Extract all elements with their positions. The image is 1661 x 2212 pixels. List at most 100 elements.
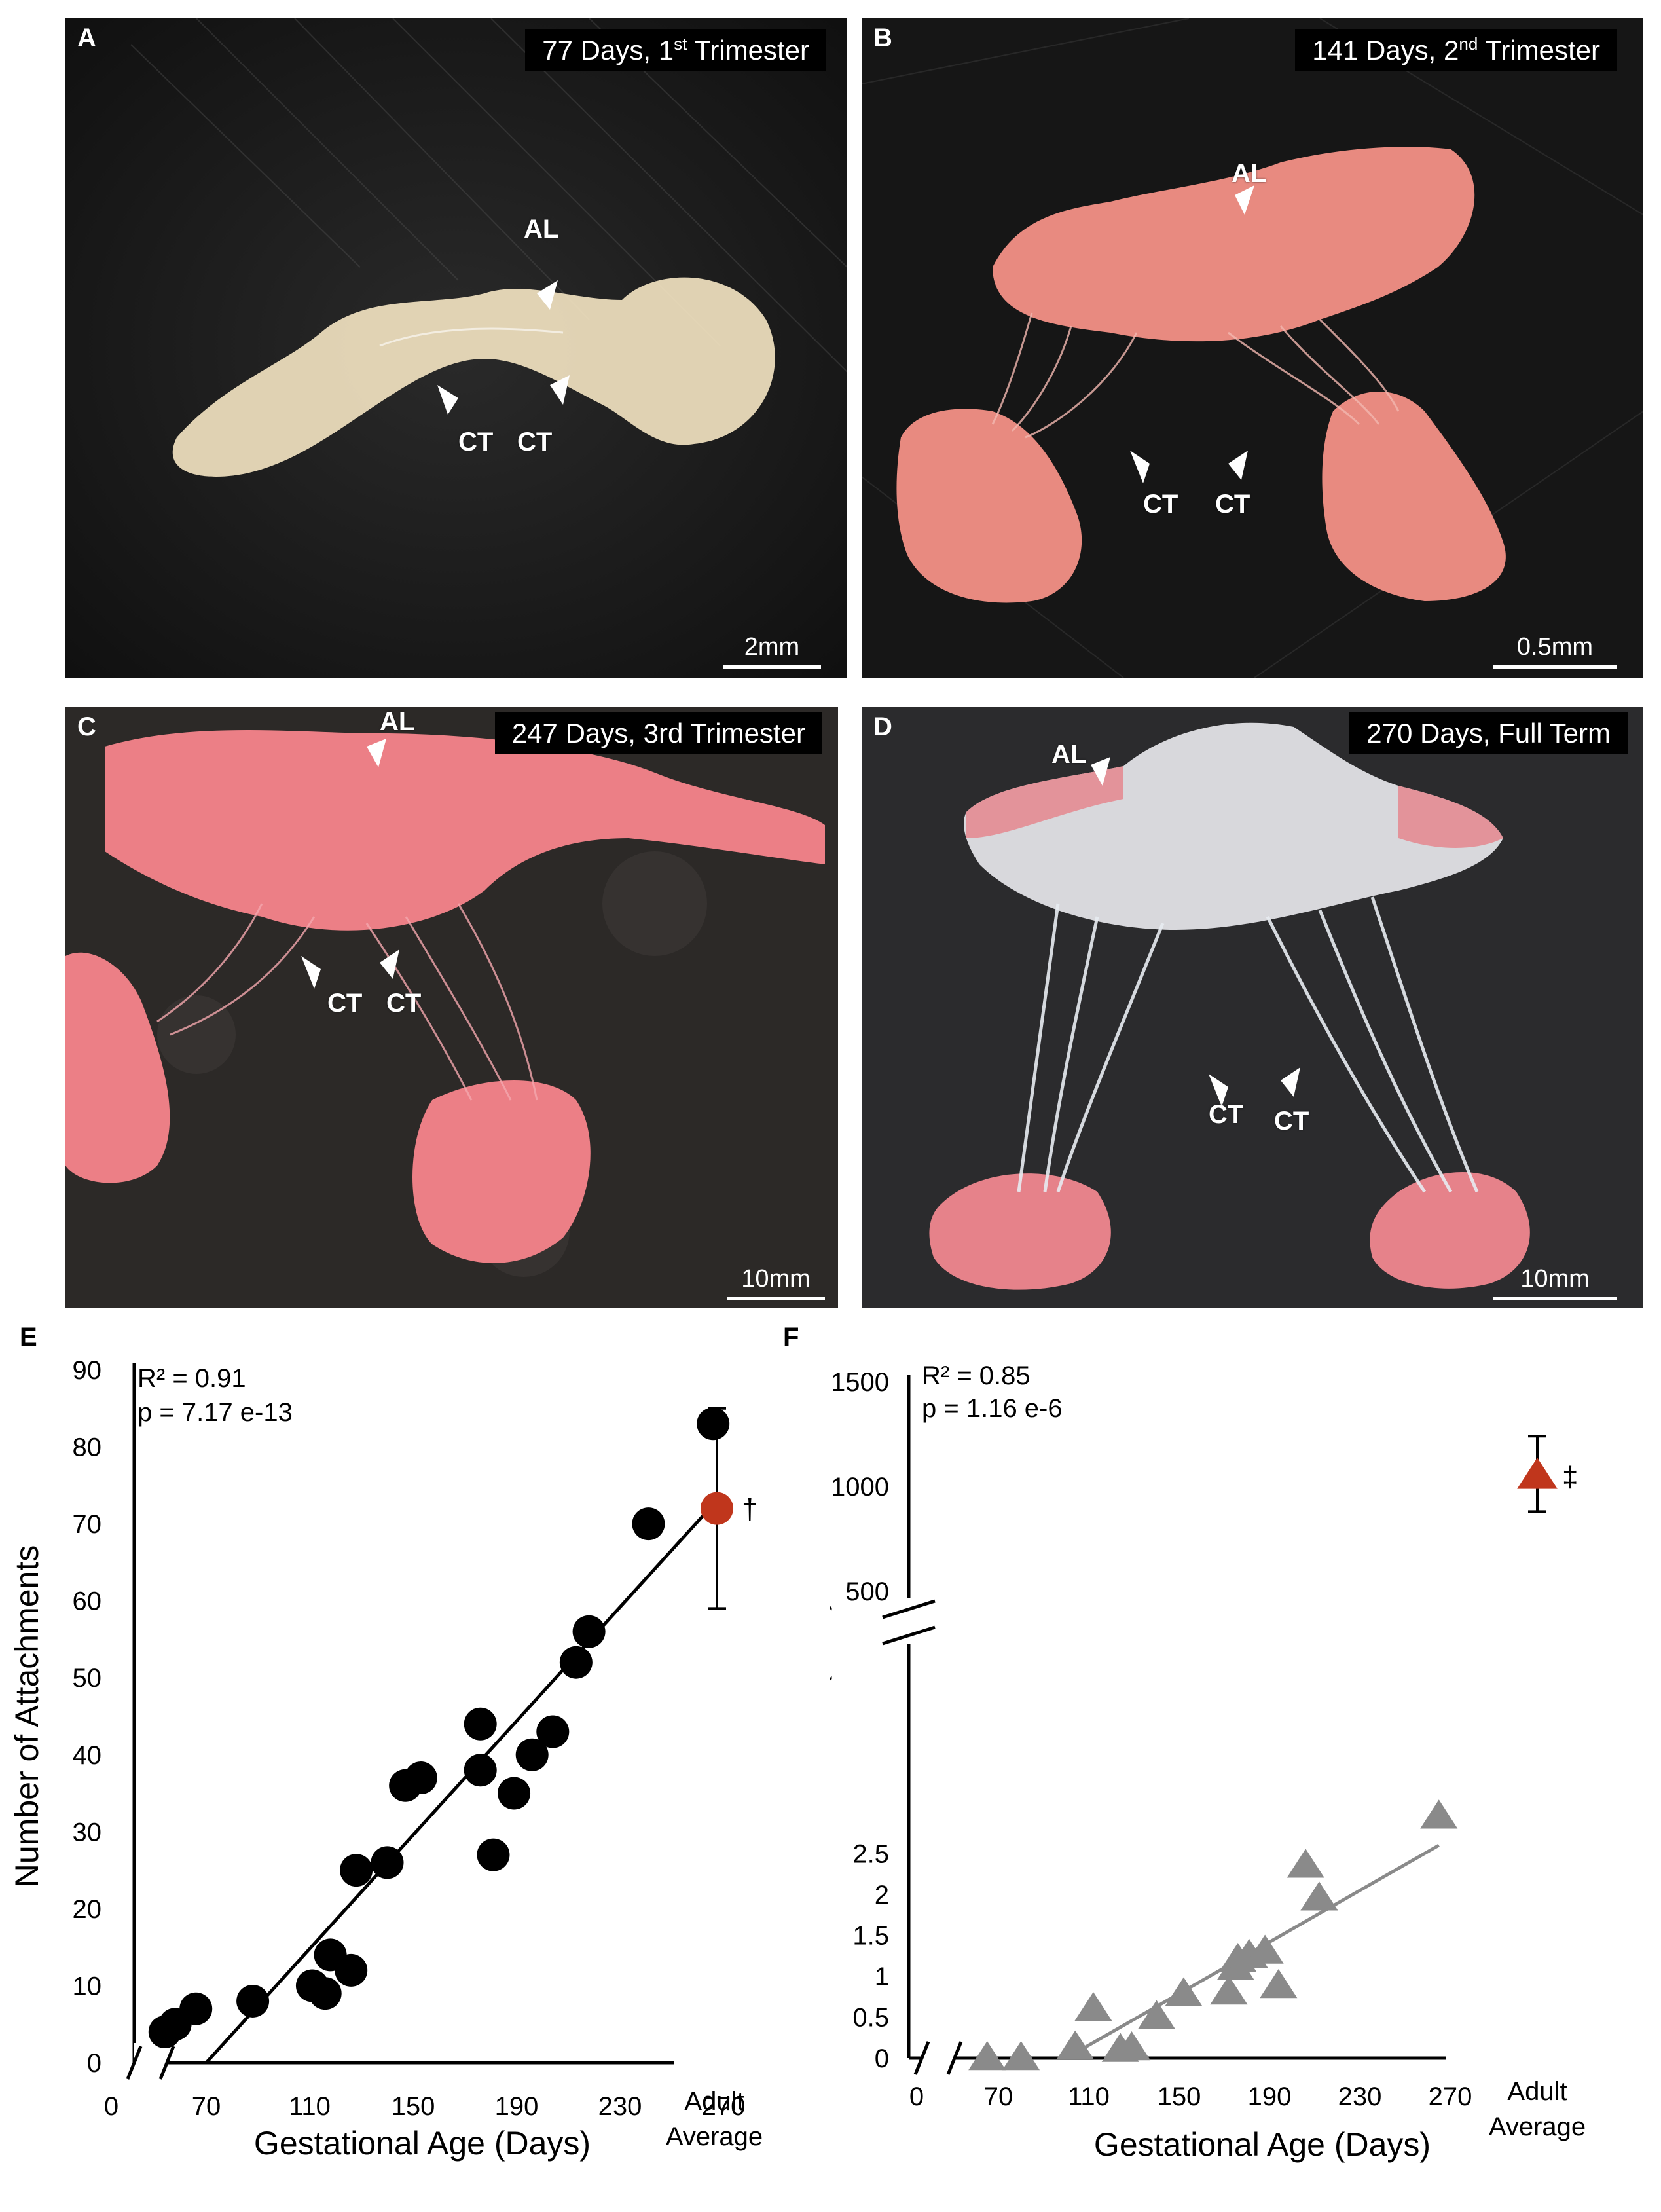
data-point [1137, 2000, 1176, 2029]
data-point [1165, 1977, 1203, 2006]
panel-c-al-label: AL [380, 707, 415, 736]
panel-a-specimen [65, 18, 847, 678]
panel-d-scale-label: 10mm [1520, 1265, 1590, 1293]
adult-label-line2: Average [1489, 2112, 1586, 2141]
y-tick-label: 0.5 [852, 2004, 889, 2033]
panel-a-ct-label-1: CT [458, 428, 494, 456]
panel-c-al-arrowhead [367, 739, 386, 767]
panel-c-title: 247 Days, 3rd Trimester [494, 712, 822, 754]
panel-d-letter: D [873, 712, 892, 741]
panel-a-title: 77 Days, 1st Trimester [525, 29, 826, 71]
x-axis-break-mark [946, 2041, 963, 2075]
panel-d-al-arrowhead [1091, 757, 1110, 786]
panel-b-al-label: AL [1232, 159, 1267, 188]
trend-line [205, 1503, 715, 2064]
y-tick-label: 60 [73, 1587, 102, 1616]
x-tick-label: 70 [984, 2082, 1013, 2111]
data-point [572, 1615, 606, 1648]
x-tick-label: 0 [104, 2092, 119, 2121]
x-axis-break-mark [158, 2046, 175, 2080]
y-tick-label: 80 [73, 1433, 102, 1462]
panel-b-title-sup: nd [1459, 34, 1478, 54]
panel-a-ct-arrowhead-2 [550, 375, 570, 405]
panel-c-papillary-left [65, 952, 170, 1183]
panel-a-ct-arrowhead-1 [437, 385, 458, 415]
panel-b-title-tail: Trimester [1478, 35, 1600, 65]
data-point [1210, 1976, 1248, 2005]
x-tick-label: 190 [495, 2092, 539, 2121]
data-point [371, 1846, 404, 1879]
panel-a-scale-label: 2mm [744, 633, 800, 661]
x-tick-label: 270 [1429, 2082, 1472, 2111]
adult-label-line1: Adult [684, 2087, 744, 2116]
panel-b-title: 141 Days, 2nd Trimester [1295, 29, 1617, 71]
panel-a-letter: A [77, 24, 96, 52]
panel-c-scale-label: 10mm [741, 1265, 811, 1293]
panel-c-photo: C 247 Days, 3rd Trimester AL CT CT 10mm [65, 707, 838, 1308]
data-point [1287, 1849, 1324, 1878]
data-point [464, 1707, 497, 1741]
panel-a-tissue [172, 277, 775, 477]
y-tick-label: 40 [73, 1741, 102, 1770]
y-tick-label: 50 [73, 1664, 102, 1693]
adult-significance-symbol: † [742, 1494, 757, 1526]
data-point [1420, 1799, 1458, 1829]
panel-b-ct-label-2: CT [1215, 490, 1250, 519]
data-point [1074, 1992, 1112, 2021]
x-tick-label: 110 [289, 2092, 331, 2121]
x-axis-title: Gestational Age (Days) [1094, 2126, 1431, 2163]
adult-label-line2: Average [666, 2122, 763, 2151]
x-tick-label: 110 [1068, 2082, 1110, 2111]
data-point [632, 1507, 665, 1541]
panel-b-photo: B 141 Days, 2nd Trimester AL CT CT 0.5mm [862, 18, 1643, 678]
data-point [236, 1984, 270, 2018]
panel-b-al-arrowhead [1235, 185, 1254, 215]
data-point [1246, 1934, 1284, 1964]
data-point [515, 1738, 549, 1771]
y-tick-label: 2.5 [852, 1840, 889, 1869]
panel-c-ct-label-2: CT [386, 989, 422, 1018]
data-point [1002, 2041, 1040, 2071]
panel-d-ct-arrowhead-1 [1209, 1074, 1228, 1107]
x-tick-label: 150 [392, 2092, 435, 2121]
data-point [335, 1953, 368, 1987]
y-tick-label: 10 [73, 1972, 102, 2000]
panel-b-scale-label: 0.5mm [1516, 633, 1594, 661]
panel-c-ct-arrowhead-2 [380, 949, 399, 979]
p-value-label: p = 1.16 e-6 [922, 1394, 1063, 1423]
x-axis-title: Gestational Age (Days) [254, 2125, 591, 2162]
panel-a-title-sup: st [674, 34, 687, 54]
panel-d-title: 270 Days, Full Term [1349, 712, 1628, 754]
panel-c-papillary-right [412, 1080, 591, 1263]
panel-d-title-text: 270 Days, Full Term [1366, 718, 1611, 748]
data-point [1056, 2030, 1094, 2059]
data-point [968, 2041, 1006, 2071]
x-axis-break-mark [913, 2041, 930, 2075]
panel-c-ct-arrowhead-1 [301, 956, 321, 989]
x-tick-label: 70 [192, 2092, 221, 2121]
y-axis-break-mark [882, 1599, 936, 1619]
x-axis-break-mark [126, 2046, 143, 2080]
data-point [179, 1992, 213, 2025]
panel-a-al-arrowhead [537, 280, 558, 310]
panel-d-ct-label-2: CT [1274, 1107, 1309, 1135]
data-point [1300, 1881, 1338, 1911]
panel-d-scale-bar: 10mm [1493, 1265, 1617, 1300]
y-axis-title: Number of Attachments [9, 1545, 45, 1887]
x-tick-label: 0 [909, 2082, 924, 2111]
y-tick-label: 90 [73, 1356, 102, 1385]
y-tick-label: 2 [875, 1881, 889, 1909]
data-point [1112, 2031, 1151, 2061]
adult-average-point [701, 1492, 733, 1525]
y-tick-label: 30 [73, 1818, 102, 1847]
panel-a-title-tail: Trimester [687, 35, 809, 65]
panel-b-papillary-right [1322, 392, 1506, 601]
adult-average-point [1517, 1458, 1558, 1489]
panel-c-letter: C [77, 712, 96, 741]
panel-c-ct-label-1: CT [327, 989, 363, 1018]
y-tick-label: 20 [73, 1895, 102, 1924]
panel-d-ct-label-1: CT [1209, 1100, 1244, 1129]
panel-a-ct-label-2: CT [517, 428, 553, 456]
y-tick-label: 1 [875, 1963, 889, 1991]
data-point [498, 1777, 531, 1810]
